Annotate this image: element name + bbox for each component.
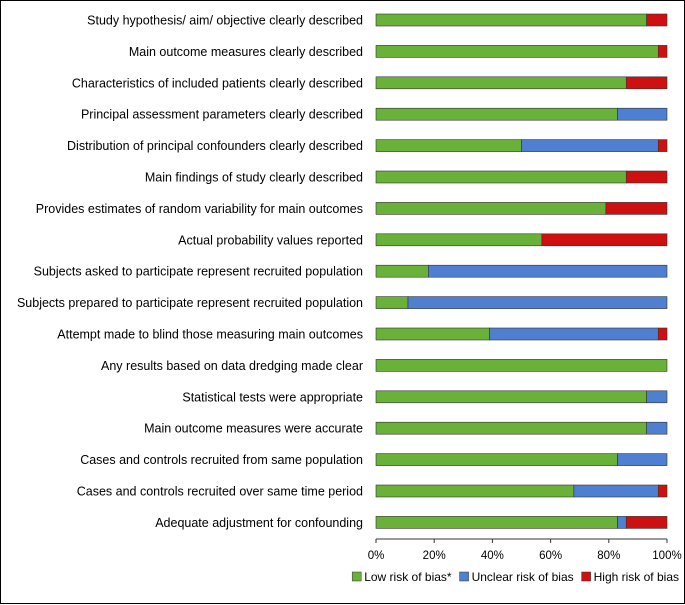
bar-segment (375, 170, 627, 184)
legend-label: High risk of bias (594, 570, 679, 584)
legend-label: Low risk of bias* (364, 570, 452, 584)
category-label: Main findings of study clearly described (145, 171, 363, 185)
category-label: Cases and controls recruited from same p… (80, 453, 363, 467)
bar-segment (489, 327, 659, 341)
bar-segment (617, 453, 668, 466)
bar-segment (407, 296, 668, 309)
bar-segment (375, 233, 543, 247)
bar-segment (617, 516, 627, 529)
category-label: Subjects asked to participate represent … (34, 265, 363, 279)
category-label: Study hypothesis/ aim/ objective clearly… (87, 14, 363, 28)
bar-segment (646, 13, 668, 27)
x-tick-label: 20% (423, 550, 446, 562)
bar-segment (573, 484, 659, 498)
bar-segment (375, 453, 618, 466)
bar-segment (375, 13, 647, 27)
bar-segment (375, 296, 409, 309)
category-label: Main outcome measures were accurate (144, 422, 363, 436)
bar-segment (657, 327, 668, 341)
bar-segment (375, 327, 490, 341)
category-labels: Study hypothesis/ aim/ objective clearly… (17, 14, 363, 530)
bar-segment (617, 107, 668, 121)
legend-swatch (351, 571, 362, 582)
bar-segment (375, 264, 429, 278)
legend: Low risk of bias* Unclear risk of bias Hig… (351, 570, 679, 584)
bar-segment (375, 359, 668, 372)
bar-segment (521, 139, 659, 152)
bar-segment (625, 170, 668, 184)
bar-segment (657, 45, 668, 58)
bar-segment (646, 390, 668, 404)
category-label: Provides estimates of random variability… (36, 202, 363, 216)
bar-segment (375, 421, 647, 435)
bar-segment (625, 516, 668, 529)
x-tick-label: 60% (539, 550, 562, 562)
bar-segment (375, 390, 647, 404)
category-label: Distribution of principal confounders cl… (67, 139, 363, 153)
category-label: Principal assessment parameters clearly … (81, 108, 363, 122)
bar-segment (657, 484, 668, 498)
x-axis: 0% 20% 40% 60% 80% 100% (368, 538, 682, 562)
category-label: Any results based on data dredging made … (101, 359, 363, 373)
category-label: Main outcome measures clearly described (129, 45, 363, 59)
bar-segment (625, 76, 668, 90)
bar-segment (375, 202, 607, 215)
bar-segment (646, 421, 668, 435)
bar-segment (428, 264, 668, 278)
legend-swatch (459, 571, 469, 582)
category-label: Actual probability values reported (178, 233, 363, 247)
x-tick-label: 40% (481, 550, 504, 562)
x-tick-label: 0% (368, 550, 385, 562)
bar-segment (375, 139, 522, 152)
x-tick-label: 100% (652, 550, 681, 562)
category-label: Attempt made to blind those measuring ma… (57, 328, 363, 342)
bar-segment (541, 233, 668, 247)
category-label: Subjects prepared to participate represe… (17, 296, 363, 310)
category-label: Statistical tests were appropriate (182, 390, 363, 404)
bars (375, 13, 668, 529)
bar-segment (375, 516, 618, 529)
legend-label: Unclear risk of bias (472, 570, 574, 584)
bar-segment (375, 76, 627, 90)
bar-segment (375, 45, 659, 58)
x-tick-label: 80% (597, 550, 620, 562)
category-label: Characteristics of included patients cle… (72, 76, 363, 90)
category-label: Cases and controls recruited over same t… (77, 485, 363, 499)
category-label: Adequate adjustment for confounding (155, 516, 363, 530)
bar-segment (657, 139, 668, 152)
bar-segment (605, 202, 668, 215)
bar-segment (375, 107, 618, 121)
bar-segment (375, 484, 575, 498)
legend-swatch (581, 571, 591, 582)
